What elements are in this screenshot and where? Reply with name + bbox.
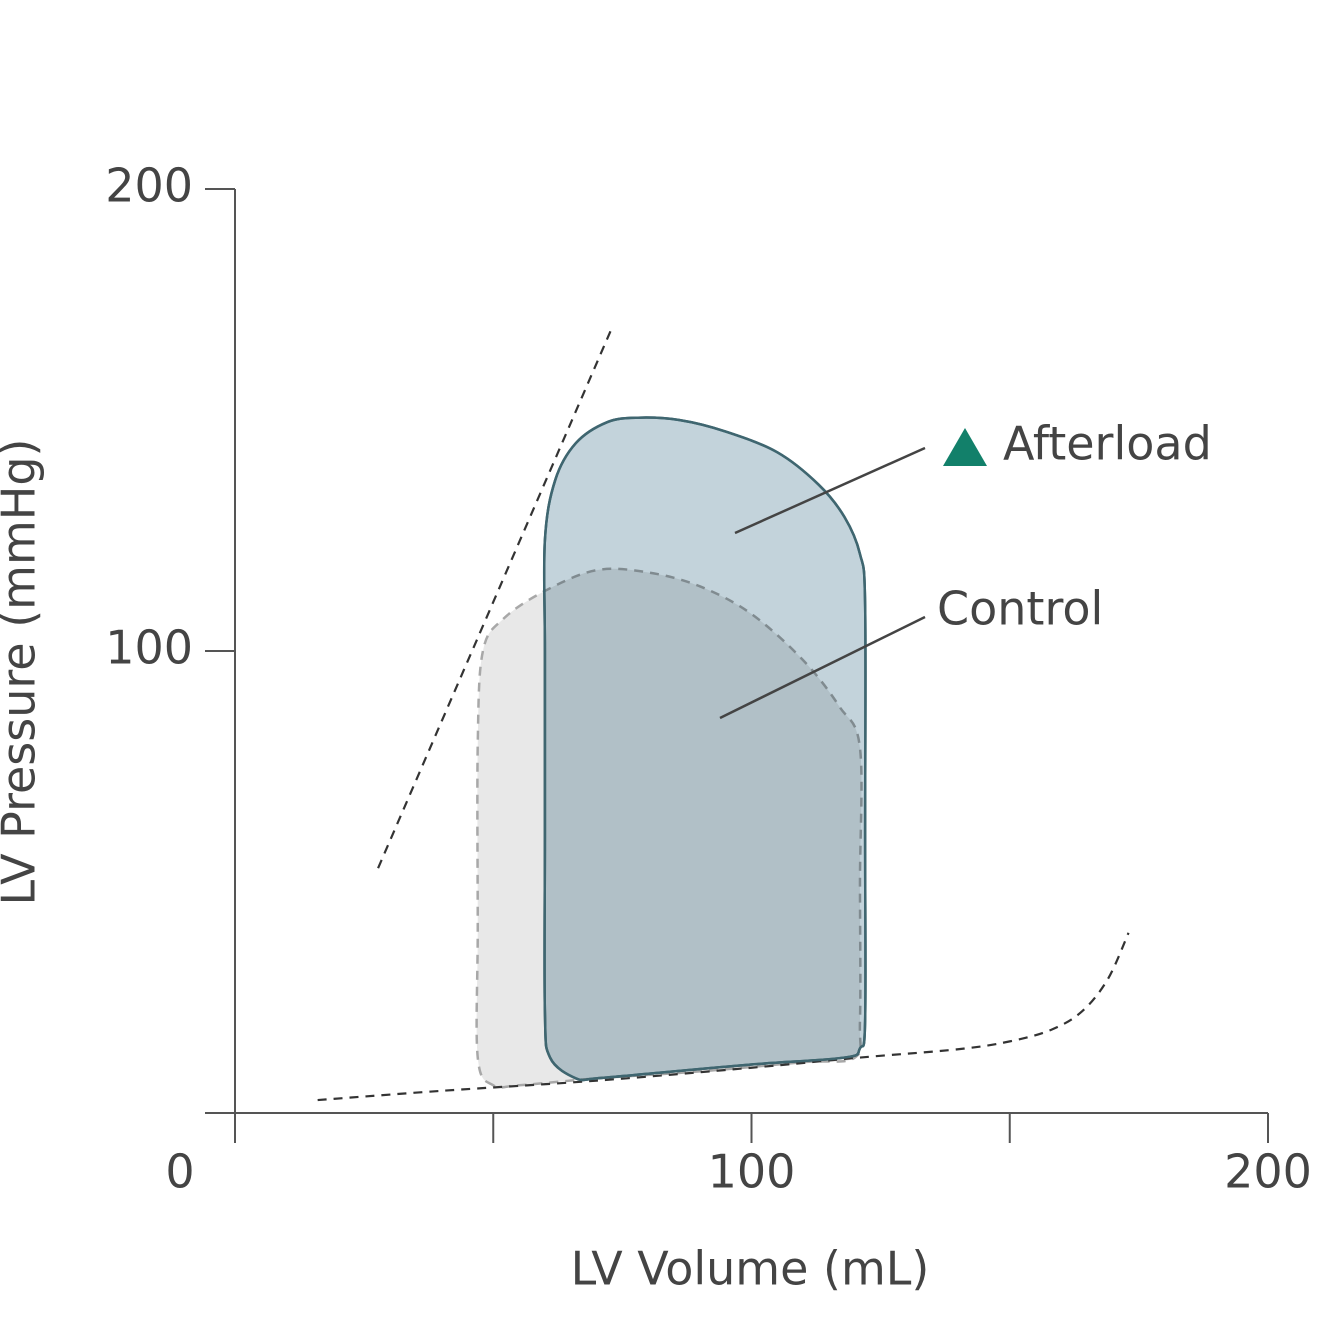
annotation-label: Afterload xyxy=(1003,417,1212,471)
x-axis-title: LV Volume (mL) xyxy=(571,1242,930,1296)
y-tick-label: 100 xyxy=(105,621,193,675)
reference-line xyxy=(377,327,614,869)
leader-line xyxy=(719,615,926,720)
reference-line xyxy=(317,932,1130,1102)
increase-marker xyxy=(943,428,987,466)
leader-line xyxy=(734,446,926,535)
pv-loop xyxy=(475,567,863,1089)
x-tick-label: 100 xyxy=(708,1145,796,1199)
pv-loop-outline xyxy=(542,416,867,1082)
y-axis-title: LV Pressure (mmHg) xyxy=(0,438,46,905)
annotation-label: Control xyxy=(937,582,1103,636)
x-tick-label: 0 xyxy=(165,1145,194,1199)
x-tick-label: 200 xyxy=(1224,1145,1312,1199)
y-tick-label: 200 xyxy=(105,159,193,213)
